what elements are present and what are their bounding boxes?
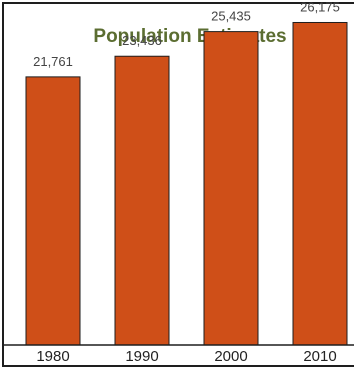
bar-2000 bbox=[203, 31, 259, 346]
x-tick-label-2010: 2010 bbox=[303, 348, 336, 365]
bar-2010 bbox=[292, 21, 348, 346]
value-label-1980: 21,761 bbox=[33, 54, 73, 69]
x-tick-label-1990: 1990 bbox=[125, 348, 158, 365]
x-tick-label-2000: 2000 bbox=[214, 348, 247, 365]
value-label-2000: 25,435 bbox=[211, 9, 251, 24]
bar-1990 bbox=[114, 55, 170, 346]
bar-1980 bbox=[25, 76, 81, 346]
value-label-2010: 26,175 bbox=[300, 0, 340, 14]
x-tick-label-1980: 1980 bbox=[36, 348, 69, 365]
value-label-1990: 23,436 bbox=[122, 33, 162, 48]
